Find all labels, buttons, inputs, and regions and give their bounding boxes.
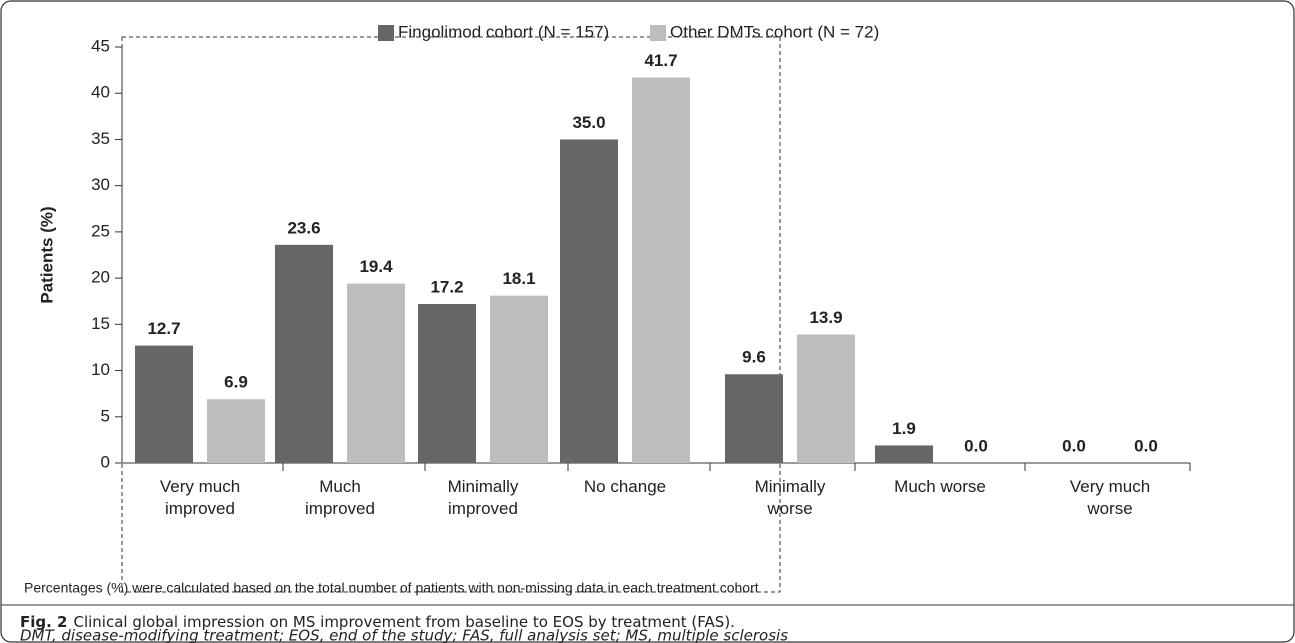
x-tick-label: No change <box>584 477 666 496</box>
bar <box>560 139 618 463</box>
y-tick-label: 35 <box>91 129 110 148</box>
value-label: 35.0 <box>572 113 605 132</box>
bar <box>875 445 933 463</box>
value-label: 0.0 <box>1062 436 1086 455</box>
legend-label: Fingolimod cohort (N = 157) <box>398 22 609 41</box>
y-tick-label: 45 <box>91 36 110 55</box>
caption-text: Clinical global impression on MS improve… <box>73 613 734 631</box>
value-label: 0.0 <box>964 436 988 455</box>
legend-label: Other DMTs cohort (N = 72) <box>670 22 879 41</box>
value-label: 41.7 <box>644 51 677 70</box>
bar <box>135 345 193 463</box>
bar <box>347 283 405 463</box>
bar <box>490 295 548 463</box>
value-label: 0.0 <box>1134 436 1158 455</box>
x-tick-label: Much worse <box>894 477 986 496</box>
value-label: 18.1 <box>502 269 535 288</box>
y-tick-label: 0 <box>101 452 110 471</box>
y-tick-label: 5 <box>101 406 110 425</box>
y-tick-label: 20 <box>91 268 110 287</box>
y-tick-label: 15 <box>91 314 110 333</box>
bar <box>725 374 783 463</box>
value-label: 6.9 <box>224 373 248 392</box>
bar <box>632 77 690 464</box>
x-tick-label: Minimally improved <box>448 477 519 518</box>
x-tick-label: Very much improved <box>160 477 240 518</box>
x-tick-label: Minimally worse <box>755 477 826 518</box>
caption: Fig. 2 Clinical global impression on MS i… <box>20 613 735 631</box>
y-tick-label: 25 <box>91 221 110 240</box>
value-label: 13.9 <box>809 308 842 327</box>
y-axis-label: Patients (%) <box>37 206 56 303</box>
value-label: 9.6 <box>742 348 766 367</box>
value-label: 19.4 <box>359 257 393 276</box>
value-label: 12.7 <box>147 319 180 338</box>
bar <box>418 303 476 463</box>
value-label: 1.9 <box>892 419 916 438</box>
y-tick-label: 40 <box>91 83 110 102</box>
legend-swatch <box>378 25 394 41</box>
x-tick-label: Much improved <box>305 477 375 518</box>
bar <box>275 244 333 463</box>
caption-label: Fig. 2 <box>20 613 67 631</box>
legend-swatch <box>650 25 666 41</box>
bar <box>797 334 855 463</box>
caption-abbreviations: DMT, disease-modifying treatment; EOS, e… <box>20 627 788 643</box>
value-label: 17.2 <box>430 277 463 296</box>
y-tick-label: 30 <box>91 175 110 194</box>
value-label: 23.6 <box>287 218 320 237</box>
x-tick-label: Very much worse <box>1070 477 1150 518</box>
bar <box>207 399 265 463</box>
highlight-box <box>121 36 781 593</box>
footnote: Percentages (%) were calculated based on… <box>24 580 759 596</box>
y-tick-label: 10 <box>91 360 110 379</box>
